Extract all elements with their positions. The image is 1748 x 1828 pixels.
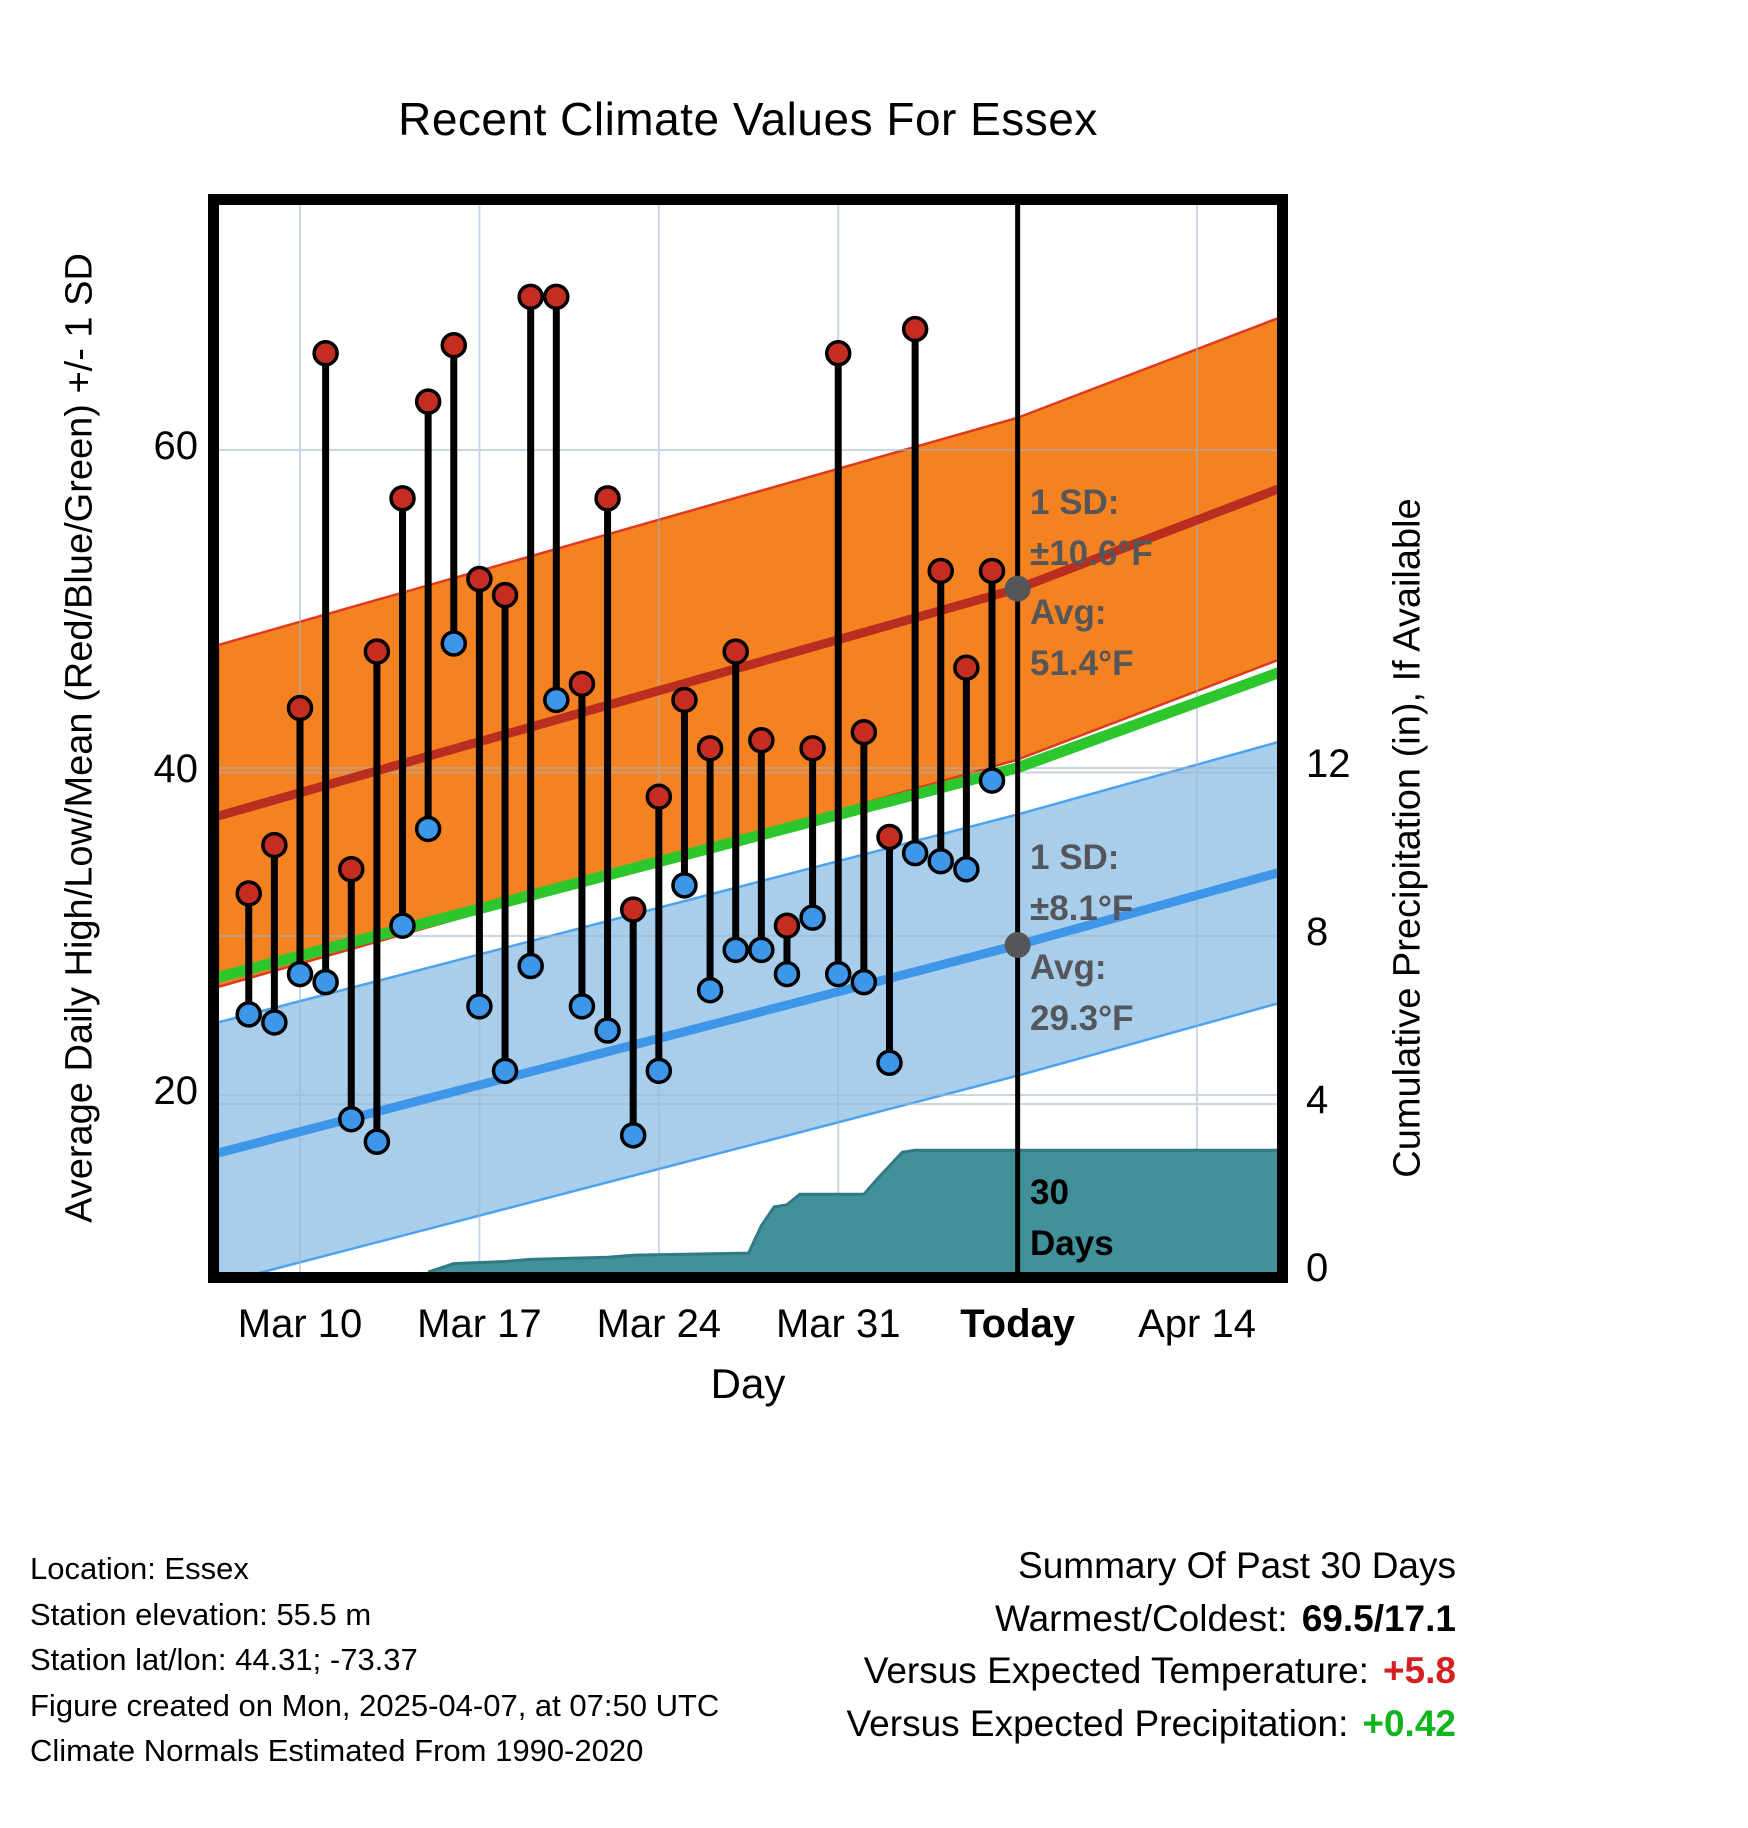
climate-normals-note: Climate Normals Estimated From 1990-2020 <box>30 1733 644 1769</box>
annotation-low-sd-line1: 1 SD: <box>1030 838 1120 877</box>
annotation-high-avg: Avg: 51.4°F <box>1030 588 1134 690</box>
vs-expected-precip-label: Versus Expected Precipitation: <box>846 1702 1349 1744</box>
warmest-coldest-value: 69.5/17.1 <box>1301 1597 1456 1639</box>
station-elevation: Station elevation: 55.5 m <box>30 1596 372 1632</box>
summary-vs-temp-row: Versus Expected Temperature: +5.8 <box>690 1645 1456 1698</box>
x-tick-mar-24: Mar 24 <box>596 1302 722 1346</box>
x-tick-mar-31: Mar 31 <box>775 1302 901 1346</box>
summary-vs-precip-row: Versus Expected Precipitation: +0.42 <box>690 1698 1456 1751</box>
y-axis-label-right: Cumulative Precipitation (in), If Availa… <box>1386 498 1429 1178</box>
station-info-block: Location: Essex Station elevation: 55.5 … <box>30 1546 719 1774</box>
y-tick-left-60: 60 <box>153 424 199 468</box>
y-tick-right-8: 8 <box>1306 910 1329 954</box>
x-tick-apr-14: Apr 14 <box>1138 1302 1256 1346</box>
figure-created-timestamp: Figure created on Mon, 2025-04-07, at 07… <box>30 1687 720 1723</box>
station-latlon: Station lat/lon: 44.31; -73.37 <box>30 1642 418 1678</box>
annotation-30-days-line2: Days <box>1030 1223 1114 1263</box>
x-tick-mar-10: Mar 10 <box>237 1302 363 1346</box>
y-tick-right-12: 12 <box>1306 742 1351 786</box>
y-tick-left-20: 20 <box>153 1069 199 1113</box>
annotation-low-avg: Avg: 29.3°F <box>1030 943 1134 1045</box>
summary-block: Summary Of Past 30 Days Warmest/Coldest:… <box>690 1540 1456 1750</box>
annotation-high-avg-line2: 51.4°F <box>1030 643 1134 683</box>
x-axis-label: Day <box>710 1360 786 1407</box>
annotation-low-avg-line1: Avg: <box>1030 948 1107 987</box>
station-location: Location: Essex <box>30 1551 249 1586</box>
annotation-high-sd: 1 SD: ±10.6°F <box>1030 478 1153 580</box>
annotation-high-sd-line1: 1 SD: <box>1030 483 1120 522</box>
y-tick-left-40: 40 <box>153 746 199 791</box>
y-tick-right-0: 0 <box>1306 1246 1329 1290</box>
vs-expected-temp-label: Versus Expected Temperature: <box>863 1650 1369 1692</box>
vs-expected-precip-value: +0.42 <box>1362 1702 1456 1744</box>
annotation-high-sd-line2: ±10.6°F <box>1030 533 1153 573</box>
annotation-high-avg-line1: Avg: <box>1030 593 1107 632</box>
summary-warmest-coldest-row: Warmest/Coldest: 69.5/17.1 <box>690 1593 1456 1646</box>
x-tick-today: Today <box>960 1302 1076 1346</box>
x-tick-mar-17: Mar 17 <box>417 1302 542 1346</box>
annotation-low-avg-line2: 29.3°F <box>1030 998 1134 1038</box>
summary-title: Summary Of Past 30 Days <box>1018 1545 1456 1586</box>
warmest-coldest-label: Warmest/Coldest: <box>995 1597 1288 1639</box>
annotation-30-days: 30 Days <box>1030 1168 1114 1270</box>
annotation-low-sd: 1 SD: ±8.1°F <box>1030 833 1133 935</box>
annotation-low-sd-line2: ±8.1°F <box>1030 888 1134 928</box>
y-axis-label-left: Average Daily High/Low/Mean (Red/Blue/Gr… <box>58 253 101 1223</box>
vs-expected-temp-value: +5.8 <box>1382 1650 1456 1692</box>
y-tick-right-4: 4 <box>1306 1078 1329 1122</box>
chart-title: Recent Climate Values For Essex <box>398 93 1098 145</box>
annotation-30-days-line1: 30 <box>1030 1173 1069 1212</box>
